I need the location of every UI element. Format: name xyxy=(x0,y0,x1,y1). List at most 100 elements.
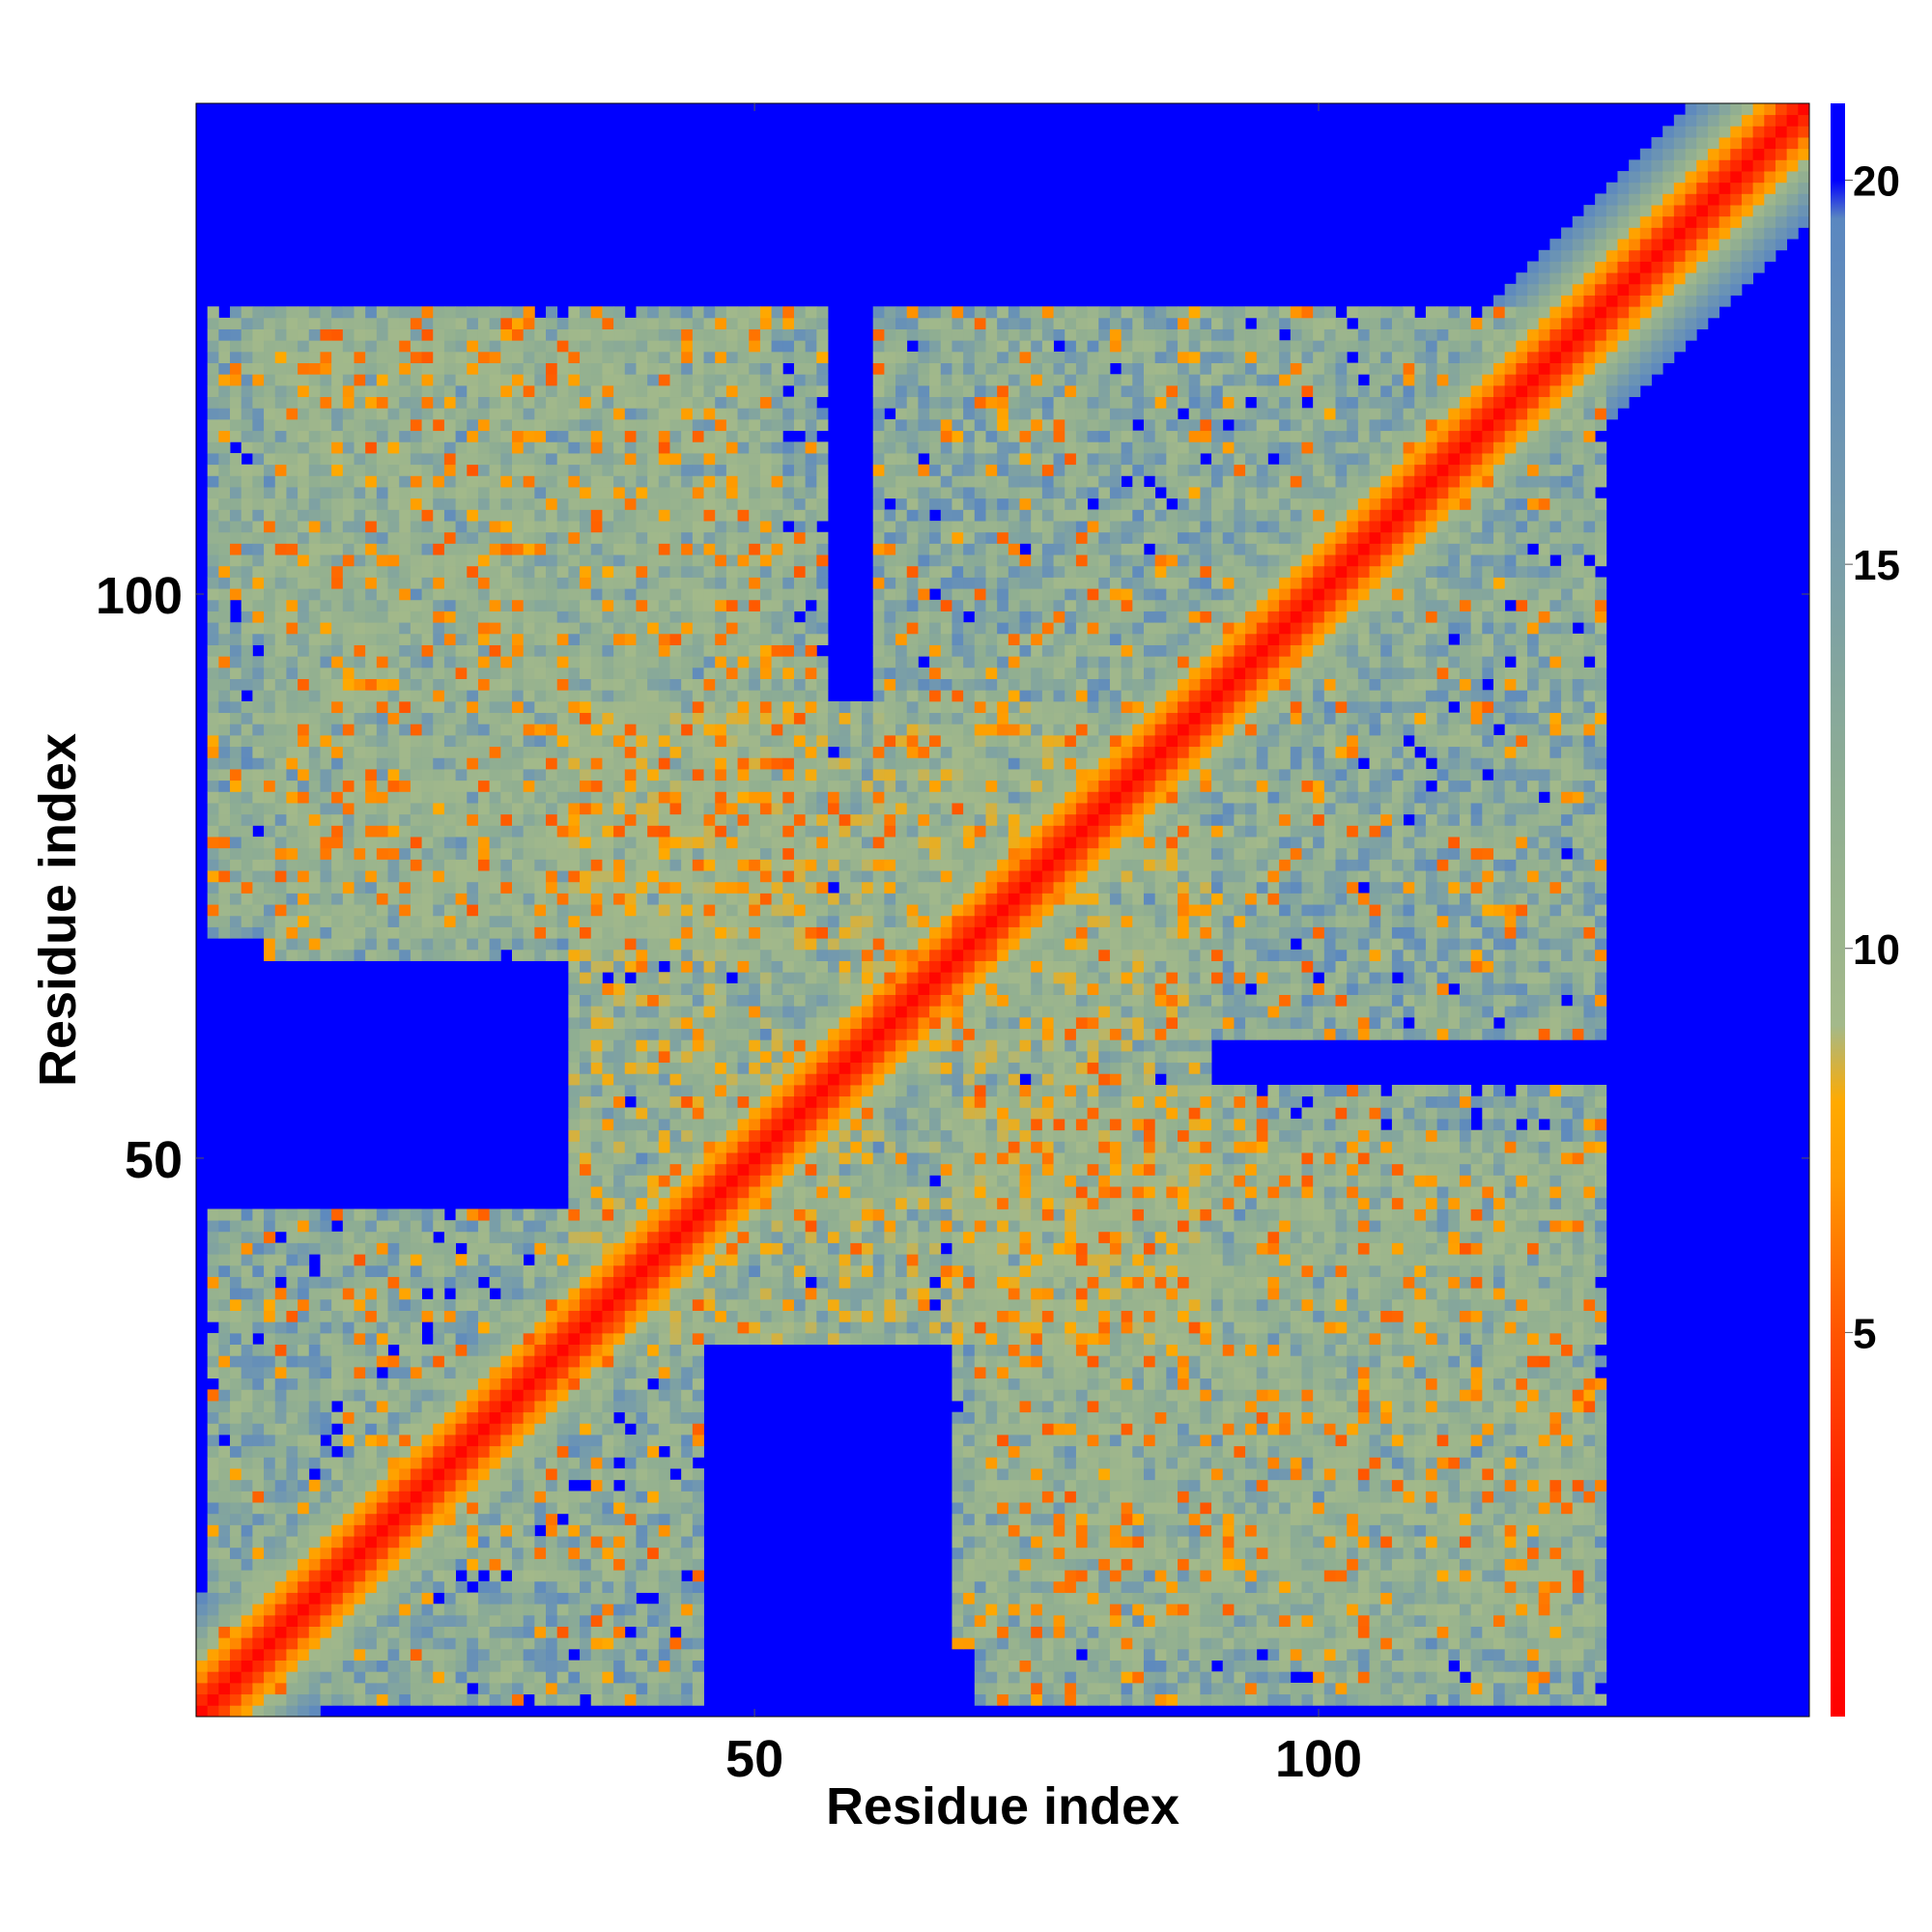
heatmap-cell xyxy=(320,1491,332,1503)
heatmap-cell xyxy=(365,757,378,770)
heatmap-cell xyxy=(455,656,468,668)
heatmap-cell xyxy=(636,1119,648,1131)
heatmap-cell xyxy=(264,340,276,353)
heatmap-cell xyxy=(546,893,558,905)
heatmap-cell xyxy=(376,374,388,386)
heatmap-cell xyxy=(725,351,738,363)
heatmap-cell xyxy=(218,453,231,466)
heatmap-cell xyxy=(636,1152,648,1165)
heatmap-cell xyxy=(590,1119,603,1131)
heatmap-cell xyxy=(376,1288,388,1300)
heatmap-cell xyxy=(500,1648,513,1662)
heatmap-cell xyxy=(636,700,648,714)
heatmap-cell xyxy=(365,1457,378,1469)
heatmap-cell xyxy=(207,1298,219,1311)
heatmap-cell xyxy=(252,1570,265,1582)
heatmap-cell xyxy=(647,1468,660,1481)
heatmap-cell xyxy=(647,1558,660,1571)
heatmap-cell xyxy=(477,1310,491,1322)
heatmap-cell xyxy=(669,577,682,589)
heatmap-cell xyxy=(421,1604,434,1616)
heatmap-cell xyxy=(286,1366,298,1379)
heatmap-cell xyxy=(207,1570,219,1582)
heatmap-cell xyxy=(636,384,648,398)
heatmap-cell xyxy=(624,1604,637,1616)
heatmap-cell xyxy=(511,317,525,329)
heatmap-cell xyxy=(241,328,253,341)
heatmap-cell xyxy=(410,317,422,329)
heatmap-cell xyxy=(410,531,422,544)
heatmap-cell xyxy=(286,1401,298,1413)
heatmap-cell xyxy=(523,475,535,488)
heatmap-cell xyxy=(342,949,355,961)
heatmap-cell xyxy=(477,825,491,838)
heatmap-cell xyxy=(624,1006,637,1018)
heatmap-cell xyxy=(546,712,558,724)
heatmap-cell xyxy=(715,803,727,815)
heatmap-cell xyxy=(410,1411,422,1424)
heatmap-cell xyxy=(433,633,445,645)
heatmap-cell xyxy=(467,904,479,917)
heatmap-cell xyxy=(624,678,637,691)
heatmap-cell xyxy=(298,351,310,363)
heatmap-cell xyxy=(298,813,310,826)
heatmap-cell xyxy=(534,712,547,724)
heatmap-cell xyxy=(636,351,648,363)
heatmap-cell xyxy=(331,1344,344,1356)
heatmap-cell xyxy=(354,1592,366,1605)
heatmap-cell xyxy=(207,847,219,860)
heatmap-cell xyxy=(354,1457,366,1469)
heatmap-cell xyxy=(443,1423,456,1435)
heatmap-cell xyxy=(511,351,525,363)
heatmap-cell xyxy=(455,441,468,454)
heatmap-cell xyxy=(534,509,547,522)
heatmap-cell xyxy=(399,430,412,442)
heatmap-cell xyxy=(433,1491,445,1503)
heatmap-cell xyxy=(613,418,626,432)
heatmap-cell xyxy=(365,418,378,432)
heatmap-cell xyxy=(602,1220,614,1233)
heatmap-cell xyxy=(568,1095,581,1108)
heatmap-cell xyxy=(658,1242,670,1255)
heatmap-cell xyxy=(647,306,660,319)
heatmap-cell xyxy=(647,1107,660,1120)
heatmap-cell xyxy=(264,1242,276,1255)
heatmap-cell xyxy=(399,521,412,533)
heatmap-cell xyxy=(534,746,547,758)
heatmap-cell xyxy=(658,611,670,623)
heatmap-cell xyxy=(602,994,614,1007)
heatmap-cell xyxy=(658,1491,670,1503)
heatmap-cell xyxy=(443,734,456,748)
heatmap-cell xyxy=(534,351,547,363)
heatmap-cell xyxy=(692,1220,704,1233)
heatmap-cell xyxy=(602,1457,614,1469)
heatmap-cell xyxy=(624,1536,637,1548)
heatmap-cell xyxy=(636,1637,648,1650)
heatmap-cell xyxy=(658,1401,670,1413)
heatmap-cell xyxy=(421,509,434,522)
heatmap-cell xyxy=(647,1310,660,1322)
heatmap-cell xyxy=(546,317,558,329)
heatmap-cell xyxy=(230,893,242,905)
heatmap-cell xyxy=(207,667,219,679)
heatmap-cell xyxy=(308,1614,321,1627)
heatmap-cell xyxy=(669,825,682,838)
heatmap-cell xyxy=(252,1592,265,1605)
heatmap-cell xyxy=(241,769,253,781)
heatmap-cell xyxy=(477,949,491,961)
heatmap-cell xyxy=(320,1604,332,1616)
heatmap-cell xyxy=(489,757,501,770)
heatmap-cell xyxy=(556,408,569,420)
heatmap-cell xyxy=(274,1254,287,1266)
heatmap-cell xyxy=(681,1016,694,1030)
heatmap-cell xyxy=(320,1208,332,1221)
heatmap-cell xyxy=(534,588,547,601)
heatmap-cell xyxy=(376,1580,388,1593)
heatmap-cell xyxy=(399,847,412,860)
heatmap-cell xyxy=(241,1435,253,1447)
heatmap-cell xyxy=(715,1062,727,1074)
heatmap-cell xyxy=(613,1366,626,1379)
heatmap-cell xyxy=(590,859,603,871)
heatmap-cell xyxy=(613,915,626,927)
heatmap-cell xyxy=(421,881,434,894)
